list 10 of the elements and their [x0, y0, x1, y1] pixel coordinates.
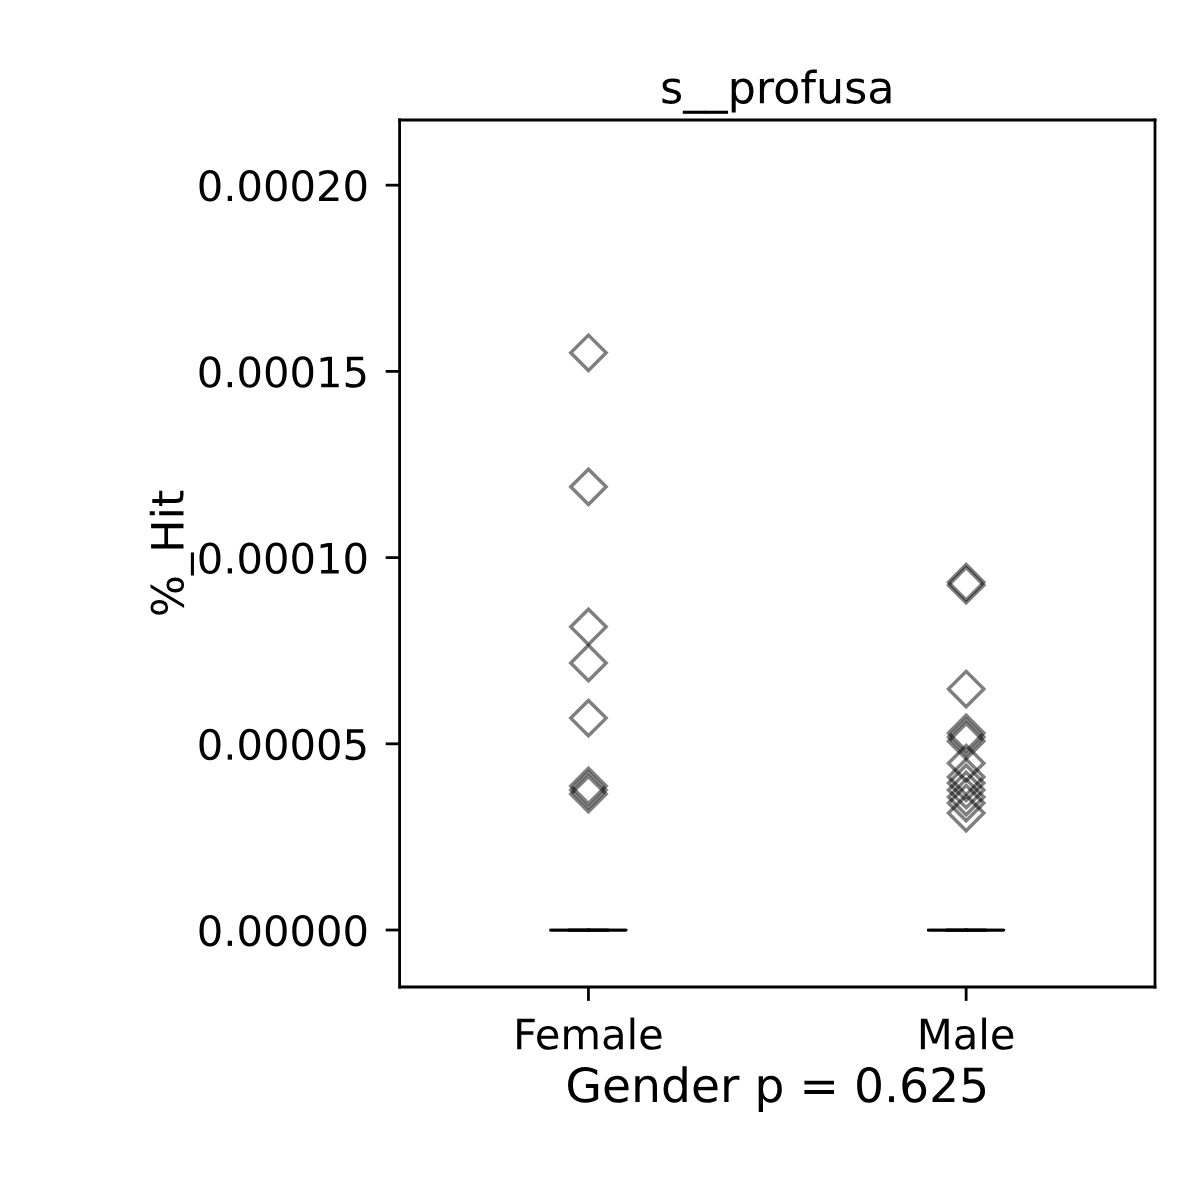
- y-tick-label: 0.00015: [199, 356, 366, 388]
- y-tick-label: 0.00010: [199, 542, 367, 575]
- chart-title: s__profusa: [662, 69, 891, 114]
- y-tick-label: 0.00000: [199, 914, 367, 947]
- y-tick-label: 0.00020: [199, 170, 367, 202]
- y-tick-label: 0.00005: [199, 728, 366, 761]
- x-tick-label: Male: [920, 1017, 1014, 1050]
- x-axis-title: Gender p = 0.625: [568, 1066, 986, 1112]
- x-tick-label: Female: [517, 1017, 662, 1050]
- y-axis-title: %_Hit: [149, 490, 194, 615]
